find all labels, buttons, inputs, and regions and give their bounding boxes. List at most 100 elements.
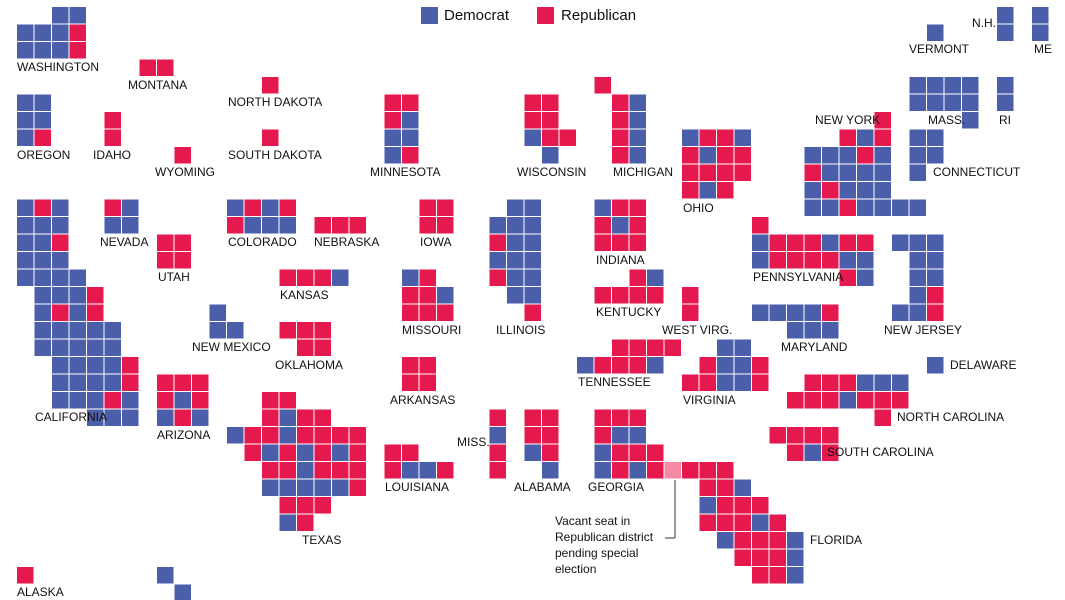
- district-tile: [314, 427, 331, 444]
- district-tile: [17, 24, 34, 41]
- state-label: ILLINOIS: [496, 323, 545, 337]
- district-tile: [1032, 24, 1049, 41]
- district-tile: [892, 234, 909, 251]
- district-tile: [437, 287, 454, 304]
- district-tile: [157, 409, 174, 426]
- district-tile: [804, 392, 821, 409]
- district-tile: [524, 304, 541, 321]
- district-tile: [734, 532, 751, 549]
- state-label: ARKANSAS: [390, 393, 455, 407]
- district-tile: [594, 357, 611, 374]
- district-tile: [402, 357, 419, 374]
- district-tile: [104, 129, 121, 146]
- district-tile: [822, 182, 839, 199]
- district-tile: [822, 304, 839, 321]
- district-tile: [629, 357, 646, 374]
- district-tile: [594, 409, 611, 426]
- district-tile: [17, 567, 34, 584]
- district-tile: [839, 234, 856, 251]
- district-tile: [279, 269, 296, 286]
- district-tile: [52, 287, 69, 304]
- district-tile: [174, 374, 191, 391]
- district-tile: [682, 374, 699, 391]
- district-tile: [629, 409, 646, 426]
- state-label: MONTANA: [128, 78, 187, 92]
- state-label: KANSAS: [280, 288, 329, 302]
- district-tile: [524, 252, 541, 269]
- district-tile: [402, 94, 419, 111]
- district-tile: [262, 462, 279, 479]
- state-label: OHIO: [683, 201, 714, 215]
- state-label: COLORADO: [228, 235, 297, 249]
- district-tile: [419, 199, 436, 216]
- district-tile: [909, 147, 926, 164]
- district-tile: [507, 199, 524, 216]
- district-tile: [34, 217, 51, 234]
- district-tile: [122, 392, 139, 409]
- district-tile: [332, 427, 349, 444]
- district-tile: [734, 549, 751, 566]
- district-tile: [314, 497, 331, 514]
- district-tile: [227, 199, 244, 216]
- district-tile: [192, 409, 209, 426]
- state-label: NEW YORK: [815, 113, 880, 127]
- district-tile: [769, 427, 786, 444]
- district-tile: [717, 129, 734, 146]
- district-tile: [717, 497, 734, 514]
- district-tile: [822, 427, 839, 444]
- district-tile: [769, 252, 786, 269]
- district-tile: [384, 147, 401, 164]
- district-tile: [804, 182, 821, 199]
- district-tile: [612, 287, 629, 304]
- district-tile: [839, 374, 856, 391]
- district-tile: [857, 164, 874, 181]
- district-tile: [874, 112, 891, 129]
- district-tile: [839, 182, 856, 199]
- district-tile: [857, 234, 874, 251]
- state-label: NEW MEXICO: [192, 340, 271, 354]
- district-tile: [717, 182, 734, 199]
- district-tile: [52, 217, 69, 234]
- district-tile: [769, 567, 786, 584]
- district-tile: [542, 147, 559, 164]
- district-tile: [612, 94, 629, 111]
- district-tile: [629, 147, 646, 164]
- district-tile: [279, 392, 296, 409]
- district-tile: [279, 479, 296, 496]
- district-tile: [489, 269, 506, 286]
- district-tile: [804, 444, 821, 461]
- district-tile: [629, 129, 646, 146]
- district-tile: [244, 427, 261, 444]
- district-tile: [349, 444, 366, 461]
- state-label: NEBRASKA: [314, 235, 379, 249]
- state-label: ME: [1034, 42, 1052, 56]
- district-tile: [174, 584, 191, 600]
- district-tile: [699, 479, 716, 496]
- district-tile: [909, 77, 926, 94]
- state-label: N.H.: [972, 16, 996, 30]
- district-tile: [804, 199, 821, 216]
- district-tile: [104, 339, 121, 356]
- district-tile: [752, 374, 769, 391]
- district-tile: [909, 234, 926, 251]
- district-tile: [349, 479, 366, 496]
- district-tile: [419, 374, 436, 391]
- district-tile: [244, 217, 261, 234]
- district-tile: [857, 129, 874, 146]
- district-tile: [314, 339, 331, 356]
- district-tile: [104, 112, 121, 129]
- district-tile: [262, 444, 279, 461]
- district-tile: [874, 409, 891, 426]
- district-tile: [87, 339, 104, 356]
- district-tile: [752, 514, 769, 531]
- district-tile: [69, 322, 86, 339]
- district-tile: [34, 287, 51, 304]
- state-label: NEVADA: [100, 235, 148, 249]
- district-tile: [594, 77, 611, 94]
- district-tile: [34, 269, 51, 286]
- district-tile: [682, 164, 699, 181]
- district-tile: [157, 234, 174, 251]
- state-label: LOUISIANA: [385, 480, 449, 494]
- district-tile: [402, 269, 419, 286]
